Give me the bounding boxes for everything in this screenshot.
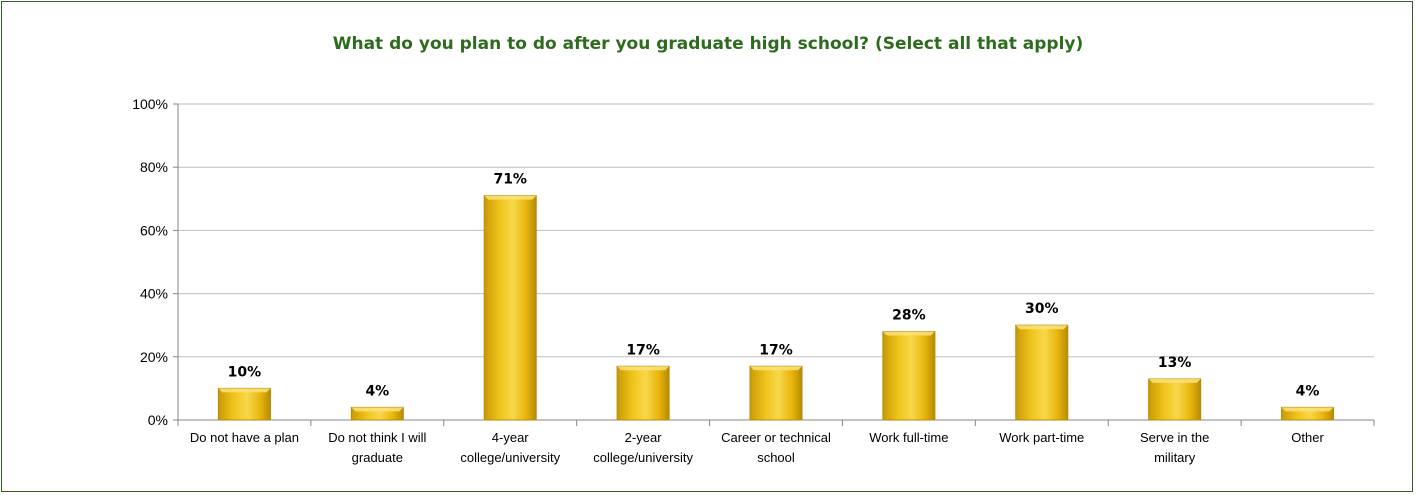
category-label: school <box>757 450 795 465</box>
category-label: college/university <box>593 450 693 465</box>
category-label: Do not think I will <box>328 430 426 445</box>
y-tick-label: 60% <box>140 222 168 238</box>
bar-body <box>484 196 536 420</box>
y-tick-label: 0% <box>148 412 168 428</box>
category-label: Work full-time <box>869 430 948 445</box>
data-label: 4% <box>1296 383 1320 399</box>
category-label: military <box>1154 450 1196 465</box>
category-label: Serve in the <box>1140 430 1209 445</box>
bar-body <box>883 332 935 420</box>
bar <box>1282 407 1334 420</box>
bar-bevel <box>484 196 536 200</box>
category-label: Work part-time <box>999 430 1084 445</box>
category-label: Do not have a plan <box>190 430 299 445</box>
bar-bevel <box>1282 407 1334 411</box>
bar-body <box>617 366 669 420</box>
bar-bevel <box>883 332 935 336</box>
bar-bevel <box>218 388 270 392</box>
data-label: 13% <box>1158 355 1192 371</box>
data-label: 17% <box>759 342 793 358</box>
data-label: 30% <box>1025 301 1059 317</box>
data-label: 17% <box>626 342 660 358</box>
data-label: 28% <box>892 308 926 324</box>
bar-bevel <box>750 366 802 370</box>
bar <box>883 332 935 420</box>
bar <box>1149 379 1201 420</box>
data-label: 10% <box>228 364 262 380</box>
category-label: Other <box>1291 430 1324 445</box>
bar-body <box>1016 325 1068 420</box>
bar <box>750 366 802 420</box>
gridlines <box>178 104 1374 357</box>
category-label: graduate <box>352 450 403 465</box>
category-label: 2-year <box>625 430 663 445</box>
bar-body <box>750 366 802 420</box>
bar <box>351 407 403 420</box>
y-tick-label: 80% <box>140 159 168 175</box>
data-label: 4% <box>365 383 389 399</box>
category-label: college/university <box>460 450 560 465</box>
y-tick-label: 100% <box>132 96 168 112</box>
bar-bevel <box>617 366 669 370</box>
bar-bevel <box>1149 379 1201 383</box>
y-tick-label: 40% <box>140 286 168 302</box>
bar-body <box>1149 379 1201 420</box>
labels: 0% 20% 40% 60% 80% 100% 10% Do not have a plan 4… <box>132 96 1324 465</box>
bar <box>218 388 270 420</box>
data-label: 71% <box>493 172 527 188</box>
bar <box>617 366 669 420</box>
bar-bevel <box>351 407 403 411</box>
bar-bevel <box>1016 325 1068 329</box>
bar-body <box>218 388 270 420</box>
category-label: 4-year <box>492 430 530 445</box>
category-label: Career or technical <box>721 430 831 445</box>
bar <box>1016 325 1068 420</box>
bar <box>484 196 536 420</box>
y-tick-label: 20% <box>140 349 168 365</box>
